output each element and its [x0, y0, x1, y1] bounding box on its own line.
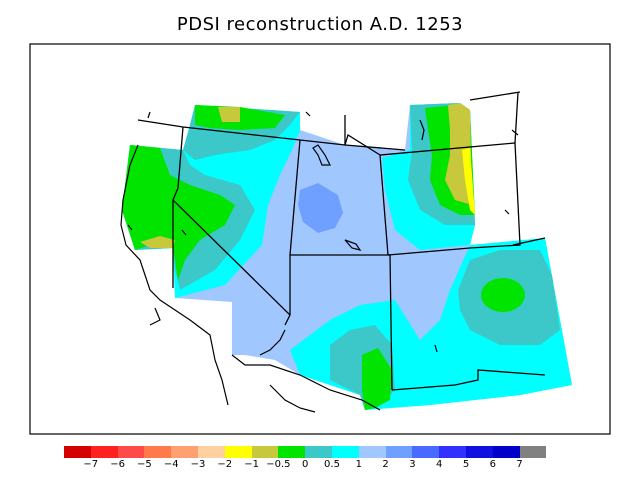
- legend-swatch: [358, 446, 386, 458]
- pdsi-colorbar: [64, 446, 547, 458]
- legend-tick-label: −2: [217, 459, 233, 470]
- state-borders: [137, 91, 546, 391]
- pdsi-field-green-west: [122, 145, 235, 280]
- legend-tick-label: 5: [462, 459, 470, 470]
- legend-swatch: [492, 446, 520, 458]
- pdsi-field-green-s: [362, 348, 392, 410]
- legend-swatch: [305, 446, 332, 458]
- legend-tick-label: 7: [516, 459, 523, 470]
- legend-swatch: [519, 446, 547, 458]
- legend-swatch: [439, 446, 466, 458]
- legend-swatch: [465, 446, 493, 458]
- pdsi-field-olive-w: [140, 236, 175, 248]
- pdsi-field-olive-nw: [218, 107, 240, 122]
- pdsi-field-yellow-ne: [462, 148, 475, 215]
- legend-tick-label: −3: [190, 459, 206, 470]
- legend-swatch: [197, 446, 225, 458]
- legend-tick-label: −5: [137, 459, 152, 470]
- legend-swatch: [171, 446, 198, 458]
- legend-swatch: [224, 446, 252, 458]
- legend-labels: −7 −6 −5 −4 −3 −2 −1 −0.5 0 0.5 1 2 3 4 …: [0, 459, 640, 473]
- legend-swatch: [278, 446, 306, 458]
- legend-tick-label: 0: [302, 459, 309, 470]
- legend-tick-label: −7: [83, 459, 99, 470]
- legend-tick-label: 1: [355, 459, 362, 470]
- map-title: PDSI reconstruction A.D. 1253: [176, 14, 464, 35]
- legend-swatch: [331, 446, 359, 458]
- legend-tick-label: 3: [409, 459, 416, 470]
- legend-swatch: [144, 446, 172, 458]
- legend-swatch: [64, 446, 91, 458]
- legend-tick-label: −6: [110, 459, 125, 470]
- legend-swatch: [412, 446, 440, 458]
- legend-tick-label: 4: [436, 459, 443, 470]
- legend-tick-label: 0.5: [324, 459, 340, 470]
- legend-swatch: [385, 446, 413, 458]
- legend-tick-label: 6: [489, 459, 496, 470]
- legend-tick-label: 2: [382, 459, 389, 470]
- legend-tick-label: −4: [163, 459, 179, 470]
- legend-swatch: [117, 446, 145, 458]
- legend-tick-label: −1: [244, 459, 259, 470]
- pdsi-field-green-se: [481, 278, 525, 312]
- coastline: [120, 144, 381, 413]
- pdsi-field-blue-utah: [298, 183, 343, 233]
- pdsi-map: [29, 43, 611, 435]
- legend-swatch: [251, 446, 279, 458]
- legend-tick-label: −0.5: [266, 459, 291, 470]
- lakes: [127, 111, 519, 353]
- legend-swatch: [90, 446, 118, 458]
